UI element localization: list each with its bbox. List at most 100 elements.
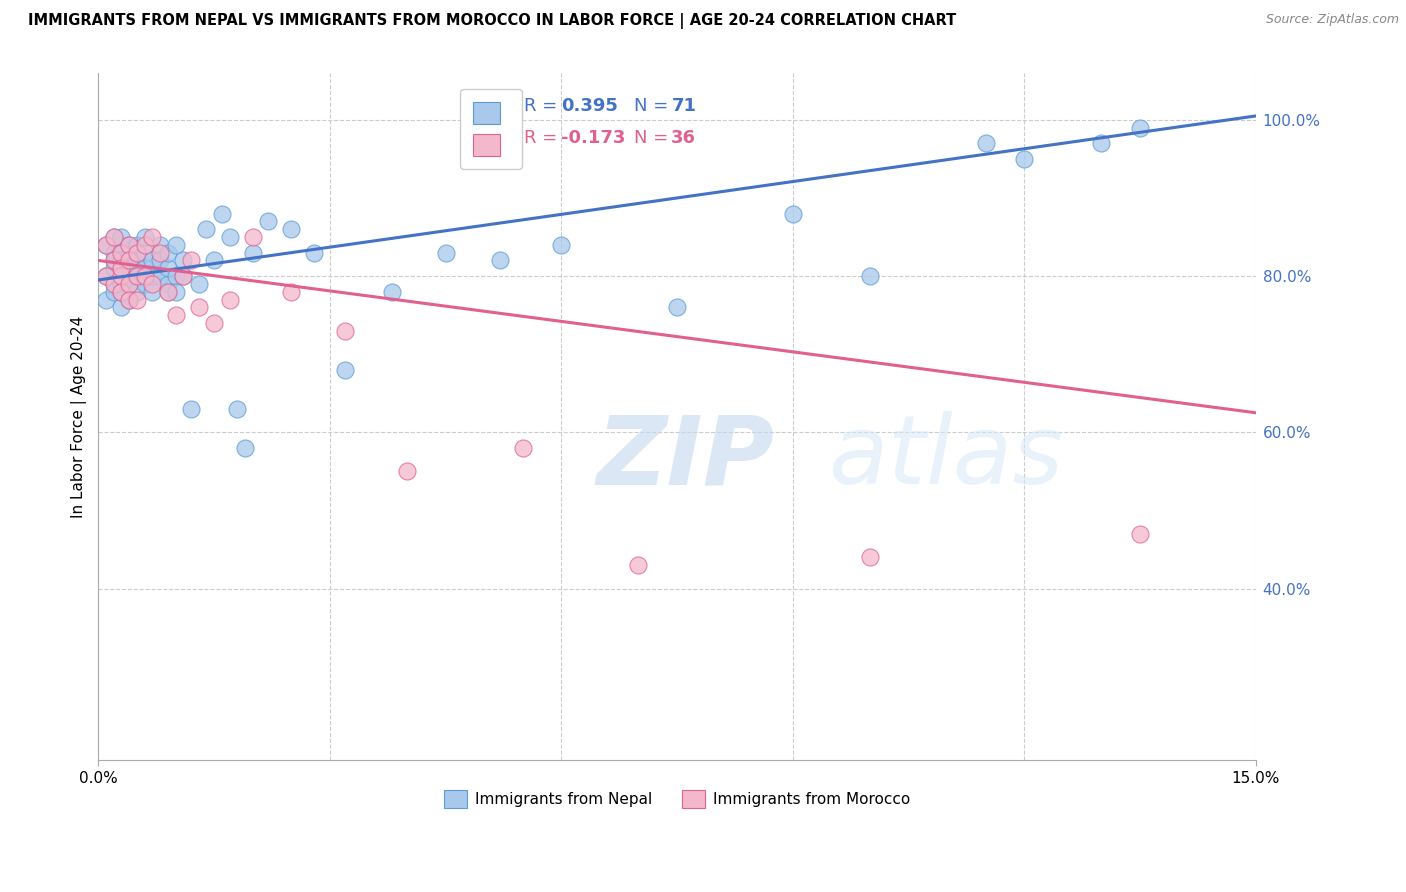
Point <box>110 285 132 299</box>
Point <box>233 441 256 455</box>
Point <box>488 253 510 268</box>
Point <box>125 245 148 260</box>
Point <box>110 245 132 260</box>
Point <box>134 277 156 291</box>
Point <box>1129 526 1152 541</box>
Point <box>103 277 125 291</box>
Point <box>187 277 209 291</box>
Point <box>110 269 132 284</box>
Point <box>335 324 357 338</box>
Point <box>242 230 264 244</box>
Text: Source: ZipAtlas.com: Source: ZipAtlas.com <box>1265 13 1399 27</box>
Point <box>156 285 179 299</box>
Point <box>103 245 125 260</box>
Text: R =: R = <box>524 129 558 147</box>
Point <box>134 261 156 276</box>
Point <box>141 285 163 299</box>
Point <box>156 285 179 299</box>
Point <box>156 245 179 260</box>
Point <box>110 237 132 252</box>
Point <box>859 550 882 565</box>
Point <box>156 277 179 291</box>
Point <box>202 253 225 268</box>
Point <box>211 206 233 220</box>
Point <box>134 245 156 260</box>
Point <box>103 261 125 276</box>
Point <box>125 237 148 252</box>
Point <box>134 269 156 284</box>
Point <box>156 261 179 276</box>
Point <box>512 441 534 455</box>
Point <box>149 237 172 252</box>
Point <box>118 277 141 291</box>
Point <box>257 214 280 228</box>
Point <box>118 237 141 252</box>
Point <box>242 245 264 260</box>
Point <box>149 253 172 268</box>
Point <box>218 293 240 307</box>
Point <box>134 230 156 244</box>
Point <box>103 230 125 244</box>
Point <box>110 261 132 276</box>
Point <box>226 401 249 416</box>
Point <box>859 269 882 284</box>
Point <box>110 285 132 299</box>
Point <box>125 261 148 276</box>
Text: -0.173: -0.173 <box>561 129 626 147</box>
Point <box>134 237 156 252</box>
Point <box>280 285 302 299</box>
Point <box>125 285 148 299</box>
Point <box>141 230 163 244</box>
Point <box>195 222 218 236</box>
Point <box>110 269 132 284</box>
Point <box>103 277 125 291</box>
Point <box>1014 152 1036 166</box>
Text: N =: N = <box>634 97 668 115</box>
Point <box>94 293 117 307</box>
Point <box>974 136 997 151</box>
Legend: Immigrants from Nepal, Immigrants from Morocco: Immigrants from Nepal, Immigrants from M… <box>437 784 917 814</box>
Point <box>304 245 326 260</box>
Point <box>118 245 141 260</box>
Point <box>141 277 163 291</box>
Point <box>125 269 148 284</box>
Point <box>110 277 132 291</box>
Point <box>165 237 187 252</box>
Point <box>187 301 209 315</box>
Y-axis label: In Labor Force | Age 20-24: In Labor Force | Age 20-24 <box>72 316 87 518</box>
Point <box>280 222 302 236</box>
Point <box>118 277 141 291</box>
Point <box>380 285 402 299</box>
Point <box>103 285 125 299</box>
Point <box>118 253 141 268</box>
Point <box>434 245 457 260</box>
Point <box>172 269 194 284</box>
Point <box>395 464 418 478</box>
Text: IMMIGRANTS FROM NEPAL VS IMMIGRANTS FROM MOROCCO IN LABOR FORCE | AGE 20-24 CORR: IMMIGRANTS FROM NEPAL VS IMMIGRANTS FROM… <box>28 13 956 29</box>
Point <box>1129 120 1152 135</box>
Point <box>118 293 141 307</box>
Point <box>110 253 132 268</box>
Point <box>180 253 202 268</box>
Point <box>118 269 141 284</box>
Point <box>218 230 240 244</box>
Point <box>125 253 148 268</box>
Text: N =: N = <box>634 129 668 147</box>
Text: atlas: atlas <box>828 411 1063 504</box>
Point <box>550 237 572 252</box>
Point <box>110 230 132 244</box>
Point <box>110 301 132 315</box>
Point <box>165 269 187 284</box>
Point <box>172 253 194 268</box>
Point <box>103 253 125 268</box>
Point <box>125 293 148 307</box>
Point <box>172 269 194 284</box>
Point <box>165 285 187 299</box>
Point <box>782 206 804 220</box>
Point <box>118 237 141 252</box>
Point <box>141 253 163 268</box>
Point <box>666 301 689 315</box>
Point <box>141 269 163 284</box>
Point <box>335 363 357 377</box>
Text: R =: R = <box>524 97 558 115</box>
